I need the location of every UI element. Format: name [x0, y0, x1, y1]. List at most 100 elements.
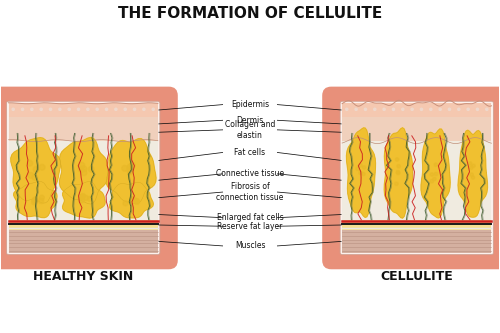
Circle shape [411, 108, 413, 111]
Bar [8, 103, 158, 117]
Polygon shape [346, 128, 376, 217]
Circle shape [87, 108, 89, 111]
Circle shape [32, 174, 38, 180]
Circle shape [392, 108, 394, 111]
Circle shape [123, 201, 128, 206]
Circle shape [374, 108, 376, 111]
Circle shape [364, 108, 366, 111]
Text: Dermis: Dermis [236, 116, 264, 125]
Bar [342, 230, 492, 253]
Circle shape [84, 195, 88, 200]
Circle shape [439, 108, 441, 111]
Circle shape [430, 108, 432, 111]
Circle shape [80, 193, 86, 198]
Circle shape [38, 198, 44, 203]
Circle shape [467, 108, 469, 111]
Circle shape [127, 169, 133, 174]
Circle shape [68, 108, 70, 111]
Circle shape [31, 108, 33, 111]
Bar [342, 220, 492, 230]
Circle shape [32, 198, 37, 203]
Bar [8, 230, 158, 253]
FancyBboxPatch shape [6, 101, 160, 255]
Circle shape [130, 197, 134, 202]
Circle shape [397, 165, 400, 168]
Circle shape [130, 163, 135, 168]
Circle shape [134, 199, 140, 204]
Circle shape [124, 108, 126, 111]
Circle shape [355, 108, 357, 111]
FancyBboxPatch shape [322, 87, 500, 269]
Circle shape [434, 172, 438, 175]
Circle shape [434, 163, 438, 166]
Circle shape [383, 108, 385, 111]
Circle shape [468, 162, 472, 165]
Circle shape [81, 166, 86, 172]
Circle shape [359, 171, 362, 174]
Circle shape [106, 108, 108, 111]
Text: CELLULITE: CELLULITE [380, 270, 453, 283]
Circle shape [420, 108, 422, 111]
Circle shape [40, 165, 45, 170]
Circle shape [458, 108, 460, 111]
Bar [8, 220, 158, 230]
Circle shape [32, 197, 38, 202]
Circle shape [430, 179, 434, 183]
Circle shape [432, 177, 436, 181]
Text: Fat cells: Fat cells [234, 148, 266, 157]
Circle shape [59, 108, 61, 111]
Circle shape [134, 108, 136, 111]
Polygon shape [458, 130, 488, 217]
Text: Fibrosis of
connection tissue: Fibrosis of connection tissue [216, 182, 284, 202]
Polygon shape [110, 182, 154, 218]
Text: Muscles: Muscles [235, 241, 265, 250]
Circle shape [396, 158, 399, 161]
Circle shape [27, 161, 32, 166]
Text: Connective tissue: Connective tissue [216, 169, 284, 178]
Text: HEALTHY SKIN: HEALTHY SKIN [33, 270, 134, 283]
Polygon shape [62, 181, 105, 218]
Circle shape [81, 170, 87, 175]
Circle shape [396, 170, 400, 174]
Polygon shape [14, 181, 57, 218]
Circle shape [80, 198, 84, 203]
Bar [342, 103, 492, 117]
Circle shape [122, 166, 128, 171]
Circle shape [470, 166, 473, 169]
Polygon shape [106, 139, 156, 204]
Circle shape [34, 166, 39, 172]
Circle shape [40, 195, 44, 200]
Circle shape [131, 197, 136, 202]
Circle shape [152, 108, 154, 111]
Circle shape [430, 173, 434, 176]
Circle shape [472, 176, 474, 179]
Circle shape [356, 167, 359, 170]
Circle shape [128, 164, 133, 169]
Circle shape [96, 108, 98, 111]
Text: Epidermis: Epidermis [231, 100, 269, 109]
Text: THE FORMATION OF CELLULITE: THE FORMATION OF CELLULITE [118, 6, 382, 21]
Circle shape [470, 173, 474, 176]
Polygon shape [11, 138, 60, 203]
Circle shape [28, 172, 34, 178]
Circle shape [359, 164, 362, 167]
Circle shape [88, 166, 94, 172]
Circle shape [448, 108, 450, 111]
Circle shape [395, 182, 398, 185]
Circle shape [128, 168, 134, 174]
Text: Collagen and
elastin: Collagen and elastin [225, 120, 275, 140]
FancyBboxPatch shape [340, 101, 494, 255]
FancyBboxPatch shape [0, 87, 178, 269]
Polygon shape [60, 138, 108, 204]
Polygon shape [384, 128, 412, 218]
Circle shape [78, 166, 84, 172]
Circle shape [362, 172, 365, 175]
Polygon shape [421, 129, 450, 218]
Circle shape [87, 196, 92, 201]
Text: Enlarged fat cells: Enlarged fat cells [216, 213, 284, 222]
Circle shape [396, 171, 400, 175]
Circle shape [32, 200, 36, 205]
Circle shape [40, 108, 42, 111]
Text: Reserve fat layer: Reserve fat layer [218, 222, 282, 231]
Circle shape [134, 198, 139, 203]
